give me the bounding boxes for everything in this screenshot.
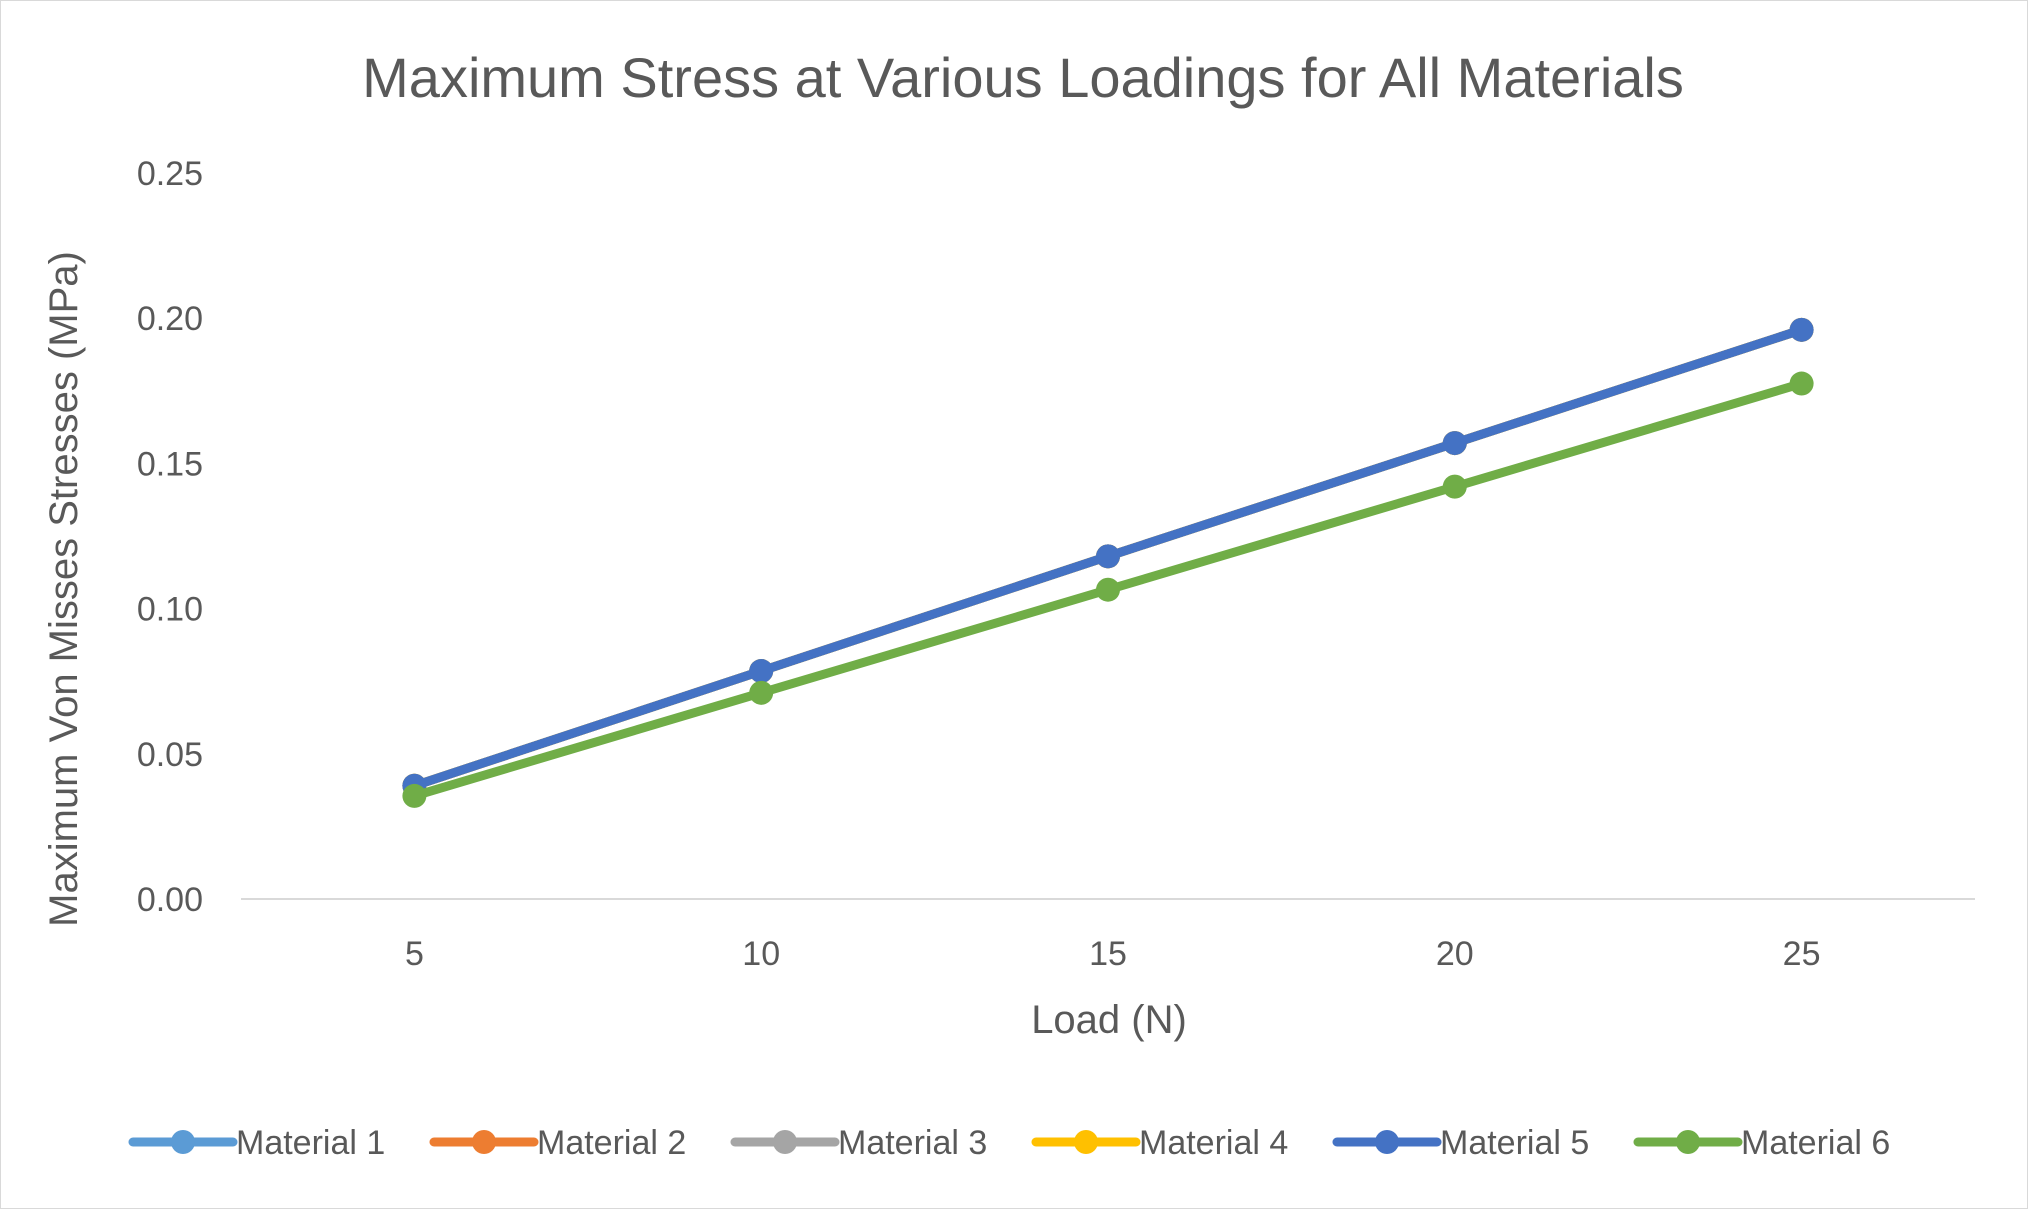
legend-item: Material 1: [128, 1124, 385, 1162]
y-tick-label: 0.05: [137, 736, 203, 774]
chart-title: Maximum Stress at Various Loadings for A…: [362, 46, 1684, 109]
legend: Material 1 Material 2 Material 3 Material 4…: [128, 1124, 1890, 1162]
legend-item: Material 2: [429, 1124, 686, 1162]
series-material-6: [402, 371, 1814, 808]
series-layer: [402, 317, 1814, 808]
legend-swatch-marker: [1074, 1130, 1098, 1154]
data-point: [1442, 474, 1467, 499]
legend-label: Material 6: [1741, 1124, 1890, 1162]
legend-label: Material 4: [1139, 1124, 1288, 1162]
legend-swatch-marker: [1676, 1130, 1700, 1154]
legend-swatch-marker: [773, 1130, 797, 1154]
axis-layer: 0.00 0.05 0.10 0.15 0.20 0.25 5 10 15 20 25: [137, 155, 1975, 973]
legend-swatch-marker: [171, 1130, 195, 1154]
legend-label: Material 5: [1440, 1124, 1589, 1162]
legend-item: Material 6: [1633, 1124, 1890, 1162]
data-point: [749, 659, 774, 684]
legend-item: Material 3: [730, 1124, 987, 1162]
data-point: [1096, 577, 1120, 602]
y-tick-label: 0.25: [137, 155, 203, 193]
series-material-5: [402, 317, 1814, 798]
legend-item: Material 5: [1332, 1124, 1589, 1162]
x-tick-label: 5: [405, 935, 424, 973]
x-tick-label: 15: [1089, 935, 1127, 973]
y-axis-title: Maximum Von Misses Stresses (MPa): [42, 251, 86, 927]
legend-swatch-marker: [472, 1130, 496, 1154]
data-point: [1789, 371, 1814, 396]
y-tick-label: 0.15: [137, 445, 203, 483]
x-axis-title: Load (N): [1031, 998, 1187, 1042]
data-point: [749, 680, 774, 705]
legend-label: Material 2: [537, 1124, 686, 1162]
x-tick-label: 20: [1436, 935, 1474, 973]
y-tick-label: 0.20: [137, 300, 203, 338]
legend-label: Material 3: [838, 1124, 987, 1162]
x-tick-label: 25: [1783, 935, 1821, 973]
data-point: [1442, 431, 1467, 456]
x-tick-label: 10: [742, 935, 780, 973]
legend-swatch-marker: [1375, 1130, 1399, 1154]
data-point: [1096, 544, 1120, 569]
y-tick-label: 0.10: [137, 591, 203, 629]
y-tick-label: 0.00: [137, 881, 203, 919]
legend-item: Material 4: [1031, 1124, 1288, 1162]
data-point: [402, 783, 427, 808]
legend-label: Material 1: [236, 1124, 385, 1162]
data-point: [1789, 317, 1814, 342]
